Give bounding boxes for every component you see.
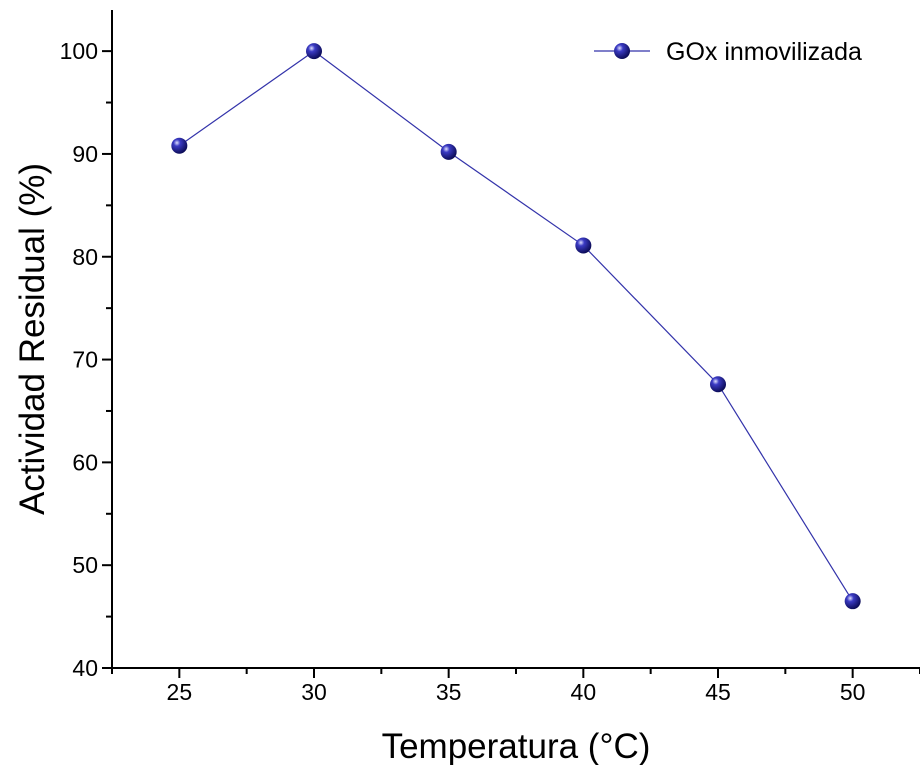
y-tick-label: 100 xyxy=(60,38,98,64)
data-point xyxy=(440,143,457,160)
y-axis-title: Actividad Residual (%) xyxy=(13,163,52,515)
y-tick-label: 70 xyxy=(72,347,98,373)
series-points xyxy=(171,43,861,610)
x-tick-label: 40 xyxy=(571,679,597,705)
series-line xyxy=(178,50,854,602)
plot-area: 25 30 35 40 45 50 40 50 60 70 80 90 100 xyxy=(60,10,920,705)
y-tick-label: 60 xyxy=(72,449,98,475)
y-tick-label: 40 xyxy=(72,655,98,681)
x-tick-label: 25 xyxy=(167,679,193,705)
x-axis-title: Temperatura (°C) xyxy=(382,727,651,765)
data-point xyxy=(306,43,322,60)
y-tick-label: 50 xyxy=(72,552,98,578)
data-point xyxy=(710,376,726,393)
y-ticks: 40 50 60 70 80 90 100 xyxy=(60,38,112,681)
legend-marker xyxy=(614,43,630,59)
x-tick-label: 35 xyxy=(436,679,462,705)
x-tick-label: 30 xyxy=(301,679,327,705)
legend: GOx inmovilizada xyxy=(594,38,862,66)
data-point xyxy=(171,137,188,154)
legend-label: GOx inmovilizada xyxy=(666,38,862,66)
y-tick-label: 80 xyxy=(72,244,98,270)
x-tick-label: 45 xyxy=(705,679,731,705)
data-point xyxy=(575,237,592,254)
y-tick-label: 90 xyxy=(72,141,98,167)
x-ticks: 25 30 35 40 45 50 xyxy=(111,668,920,705)
x-tick-label: 50 xyxy=(840,679,866,705)
data-point xyxy=(844,593,861,610)
